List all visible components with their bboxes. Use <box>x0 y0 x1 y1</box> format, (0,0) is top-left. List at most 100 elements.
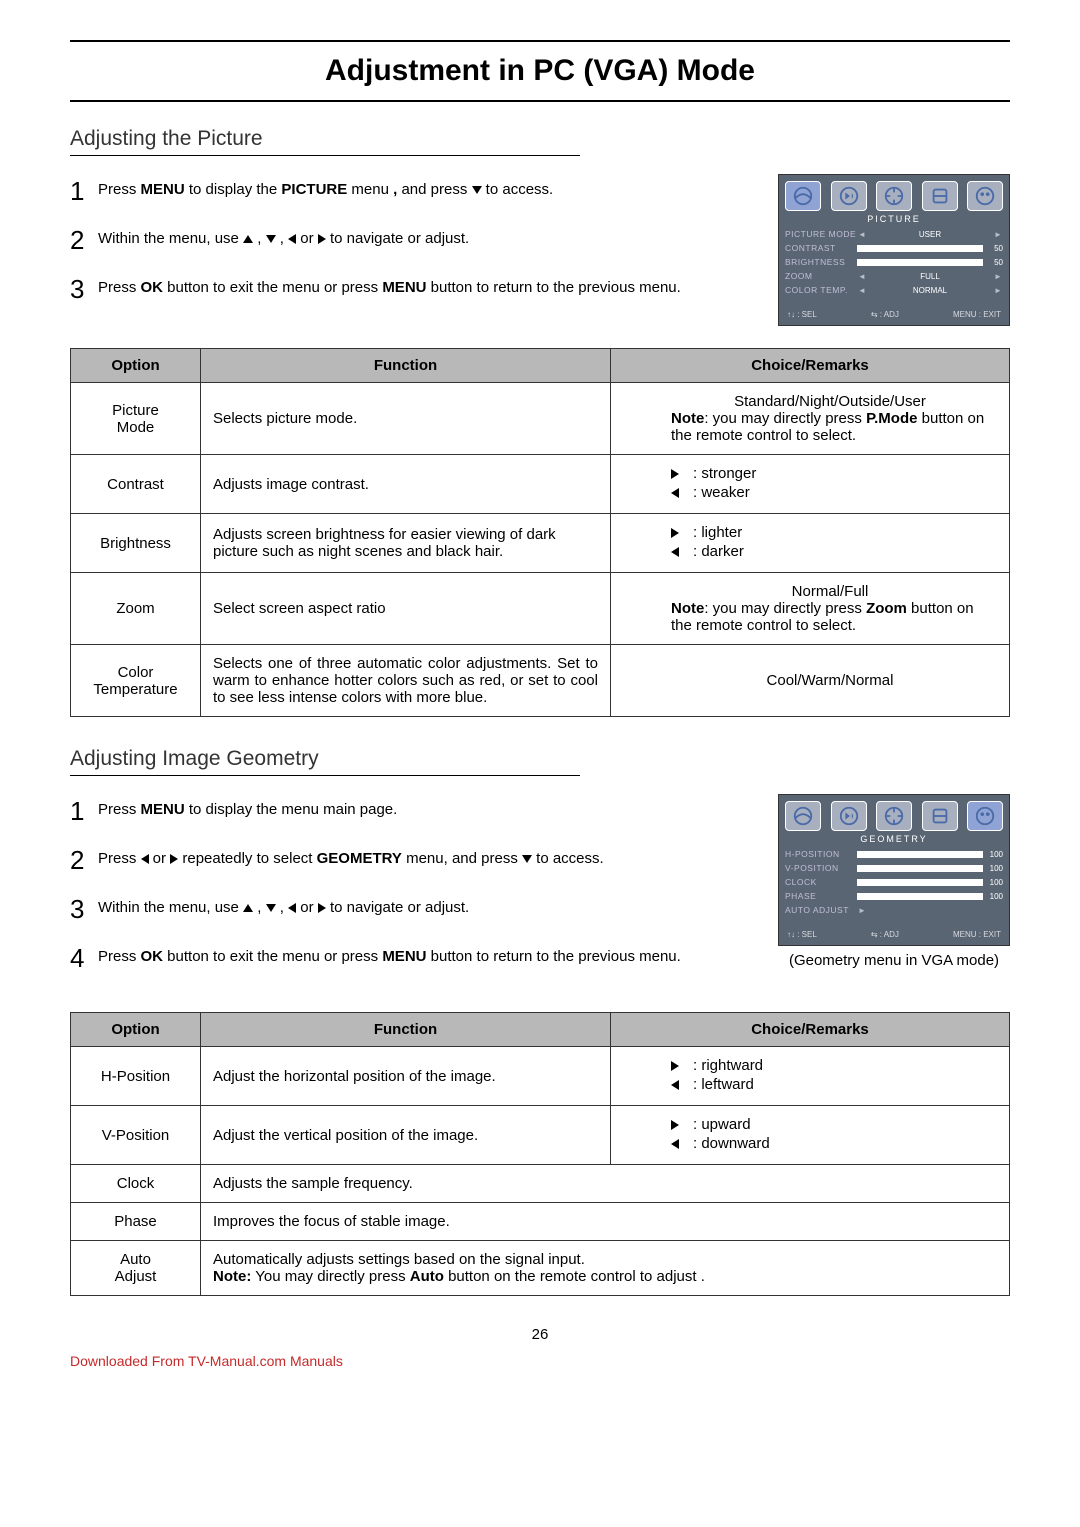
table-header: Choice/Remarks <box>611 1013 1010 1047</box>
osd-row-label: COLOR TEMP. <box>785 285 857 295</box>
osd-footer-hint: ⇆ : ADJ <box>871 310 899 319</box>
osd-row-label: H-POSITION <box>785 849 857 859</box>
step-text: Press or repeatedly to select GEOMETRY m… <box>98 843 604 878</box>
sound-icon <box>831 801 867 831</box>
step-number: 2 <box>70 223 98 258</box>
function-cell: Adjust the vertical position of the imag… <box>201 1106 611 1165</box>
table-row: BrightnessAdjusts screen brightness for … <box>71 514 1010 573</box>
osd-row-label: V-POSITION <box>785 863 857 873</box>
remark-cell: Normal/FullNote: you may directly press … <box>611 573 1010 645</box>
function-cell: Adjusts image contrast. <box>201 455 611 514</box>
osd-row-number: 100 <box>983 878 1003 887</box>
table-header: Choice/Remarks <box>611 349 1010 383</box>
osd-row-label: CLOCK <box>785 877 857 887</box>
option-cell: ColorTemperature <box>71 645 201 717</box>
function-cell: Adjust the horizontal position of the im… <box>201 1047 611 1106</box>
osd-row-value: USER <box>867 230 993 239</box>
table-header: Option <box>71 349 201 383</box>
remark-cell: : stronger: weaker <box>611 455 1010 514</box>
table-header: Function <box>201 349 611 383</box>
table-row: V-PositionAdjust the vertical position o… <box>71 1106 1010 1165</box>
geometry-heading: Adjusting Image Geometry <box>70 747 1010 771</box>
step-text: Within the menu, use , , or to navigate … <box>98 223 469 258</box>
picture-section: Adjusting the Picture 1Press MENU to dis… <box>70 127 1010 717</box>
divider <box>70 775 580 776</box>
option-cell: H-Position <box>71 1047 201 1106</box>
geometry-icon <box>967 181 1003 211</box>
option-cell: Brightness <box>71 514 201 573</box>
table-row: ContrastAdjusts image contrast.: stronge… <box>71 455 1010 514</box>
function-cell: Adjusts the sample frequency. <box>201 1165 1010 1203</box>
step-text: Within the menu, use , , or to navigate … <box>98 892 469 927</box>
step-number: 2 <box>70 843 98 878</box>
table-row: PictureModeSelects picture mode.Standard… <box>71 383 1010 455</box>
geometry-osd-caption: (Geometry menu in VGA mode) <box>778 952 1010 969</box>
osd-row-number: 50 <box>983 244 1003 253</box>
osd-slider <box>857 259 983 266</box>
table-header: Option <box>71 1013 201 1047</box>
picture-steps: 1Press MENU to display the PICTURE menu … <box>70 174 753 307</box>
osd-slider <box>857 893 983 900</box>
osd-slider <box>857 879 983 886</box>
geometry-icon <box>967 801 1003 831</box>
step-number: 3 <box>70 892 98 927</box>
function-cell: Automatically adjusts settings based on … <box>201 1241 1010 1296</box>
osd-title: GEOMETRY <box>785 834 1003 844</box>
step-number: 3 <box>70 272 98 307</box>
step: 3Within the menu, use , , or to navigate… <box>70 892 753 927</box>
step-text: Press OK button to exit the menu or pres… <box>98 272 681 307</box>
step: 1Press MENU to display the PICTURE menu … <box>70 174 753 209</box>
picture-icon <box>785 181 821 211</box>
picture-icon <box>785 801 821 831</box>
step: 4Press OK button to exit the menu or pre… <box>70 941 753 976</box>
remark-cell: : rightward: leftward <box>611 1047 1010 1106</box>
picture-table: OptionFunctionChoice/Remarks PictureMode… <box>70 348 1010 717</box>
geometry-steps: 1Press MENU to display the menu main pag… <box>70 794 753 976</box>
picture-heading: Adjusting the Picture <box>70 127 1010 151</box>
option-cell: Phase <box>71 1203 201 1241</box>
option-cell: Zoom <box>71 573 201 645</box>
function-cell: Select screen aspect ratio <box>201 573 611 645</box>
remark-cell: : upward: downward <box>611 1106 1010 1165</box>
option-cell: PictureMode <box>71 383 201 455</box>
osd-footer-hint: MENU : EXIT <box>953 930 1001 939</box>
page-title: Adjustment in PC (VGA) Mode <box>70 40 1010 102</box>
table-row: H-PositionAdjust the horizontal position… <box>71 1047 1010 1106</box>
step-text: Press MENU to display the menu main page… <box>98 794 397 829</box>
function-cell: Selects picture mode. <box>201 383 611 455</box>
osd-row-number: 100 <box>983 864 1003 873</box>
table-row: ZoomSelect screen aspect ratioNormal/Ful… <box>71 573 1010 645</box>
osd-footer-hint: ↑↓ : SEL <box>787 310 817 319</box>
osd-row-label: PICTURE MODE <box>785 229 857 239</box>
osd-footer-hint: ⇆ : ADJ <box>871 930 899 939</box>
function-cell: Selects one of three automatic color adj… <box>201 645 611 717</box>
function-cell: Adjusts screen brightness for easier vie… <box>201 514 611 573</box>
osd-row-label: PHASE <box>785 891 857 901</box>
osd-slider <box>857 865 983 872</box>
step-text: Press OK button to exit the menu or pres… <box>98 941 681 976</box>
remark-cell: Cool/Warm/Normal <box>611 645 1010 717</box>
sound-icon <box>831 181 867 211</box>
setup-icon <box>922 181 958 211</box>
osd-row-label: AUTO ADJUST <box>785 905 857 915</box>
geometry-section: Adjusting Image Geometry 1Press MENU to … <box>70 747 1010 1296</box>
osd-row-label: BRIGHTNESS <box>785 257 857 267</box>
option-cell: Contrast <box>71 455 201 514</box>
step: 2Press or repeatedly to select GEOMETRY … <box>70 843 753 878</box>
geometry-table: OptionFunctionChoice/Remarks H-PositionA… <box>70 1012 1010 1296</box>
step-number: 4 <box>70 941 98 976</box>
remark-cell: Standard/Night/Outside/UserNote: you may… <box>611 383 1010 455</box>
osd-row-number: 50 <box>983 258 1003 267</box>
step-number: 1 <box>70 794 98 829</box>
download-link[interactable]: Downloaded From TV-Manual.com Manuals <box>70 1353 1010 1369</box>
table-row: ColorTemperatureSelects one of three aut… <box>71 645 1010 717</box>
table-header: Function <box>201 1013 611 1047</box>
geometry-osd: GEOMETRYH-POSITION100V-POSITION100CLOCK1… <box>778 794 1010 990</box>
osd-row-label: ZOOM <box>785 271 857 281</box>
option-cell: V-Position <box>71 1106 201 1165</box>
step: 1Press MENU to display the menu main pag… <box>70 794 753 829</box>
step-text: Press MENU to display the PICTURE menu ,… <box>98 174 553 209</box>
osd-footer-hint: MENU : EXIT <box>953 310 1001 319</box>
tune-icon <box>876 801 912 831</box>
picture-osd: PICTUREPICTURE MODE◄USER►CONTRAST50BRIGH… <box>778 174 1010 326</box>
